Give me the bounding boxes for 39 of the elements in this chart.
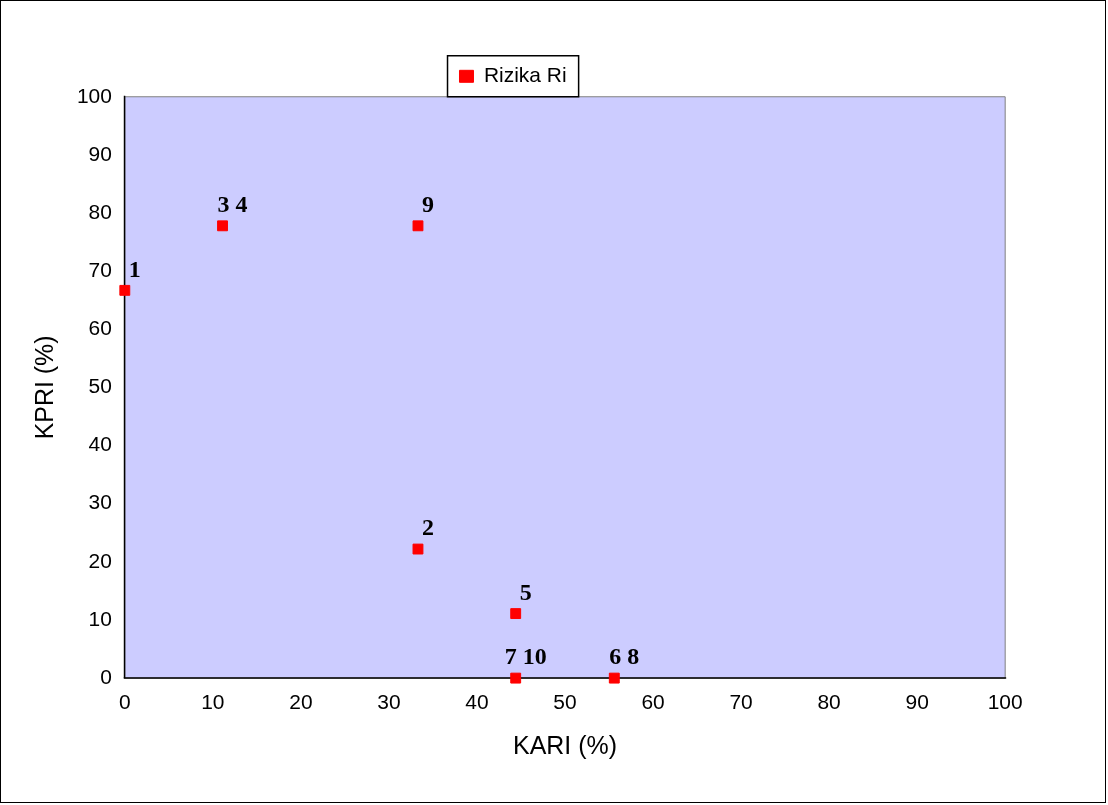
y-tick-label: 90 <box>88 141 112 165</box>
legend-label: Rizika Ri <box>483 63 567 87</box>
x-tick-label: 70 <box>729 690 753 714</box>
point <box>510 608 522 620</box>
y-tick-label: 50 <box>88 374 112 398</box>
x-tick-label: 60 <box>641 690 665 714</box>
annotation: 6 8 <box>609 643 640 670</box>
x-tick-label: 0 <box>118 690 131 714</box>
annotation: 9 <box>421 191 434 218</box>
y-tick-label: 0 <box>100 664 112 688</box>
x-axis-title: KARI (%) <box>513 731 617 760</box>
point <box>510 672 522 684</box>
point <box>217 220 228 232</box>
annotation: 1 <box>128 255 141 282</box>
annotation: 3 4 <box>217 191 248 218</box>
y-tick-label: 80 <box>88 199 112 223</box>
y-tick-label: 20 <box>88 548 112 572</box>
point <box>119 284 131 296</box>
x-tick-label: 20 <box>289 690 313 714</box>
x-tick-label: 90 <box>905 690 929 714</box>
point <box>608 672 620 684</box>
x-tick-label: 100 <box>987 690 1023 714</box>
y-tick-label: 60 <box>88 316 112 340</box>
annotation: 7 10 <box>504 643 547 670</box>
y-tick-label: 10 <box>88 606 112 630</box>
y-axis-title: KPRI (%) <box>29 335 58 440</box>
x-tick-label: 10 <box>201 690 225 714</box>
y-tick-label: 100 <box>76 83 112 107</box>
x-tick-label: 50 <box>553 690 577 714</box>
point <box>412 220 424 232</box>
x-tick-label: 30 <box>377 690 401 714</box>
y-tick-label: 40 <box>88 432 112 456</box>
annotation: 5 <box>519 578 532 605</box>
y-tick-label: 70 <box>88 257 112 281</box>
y-tick-label: 30 <box>88 490 112 514</box>
x-tick-label: 40 <box>465 690 489 714</box>
point <box>412 543 424 555</box>
x-tick-label: 80 <box>817 690 841 714</box>
annotation: 2 <box>421 514 434 541</box>
